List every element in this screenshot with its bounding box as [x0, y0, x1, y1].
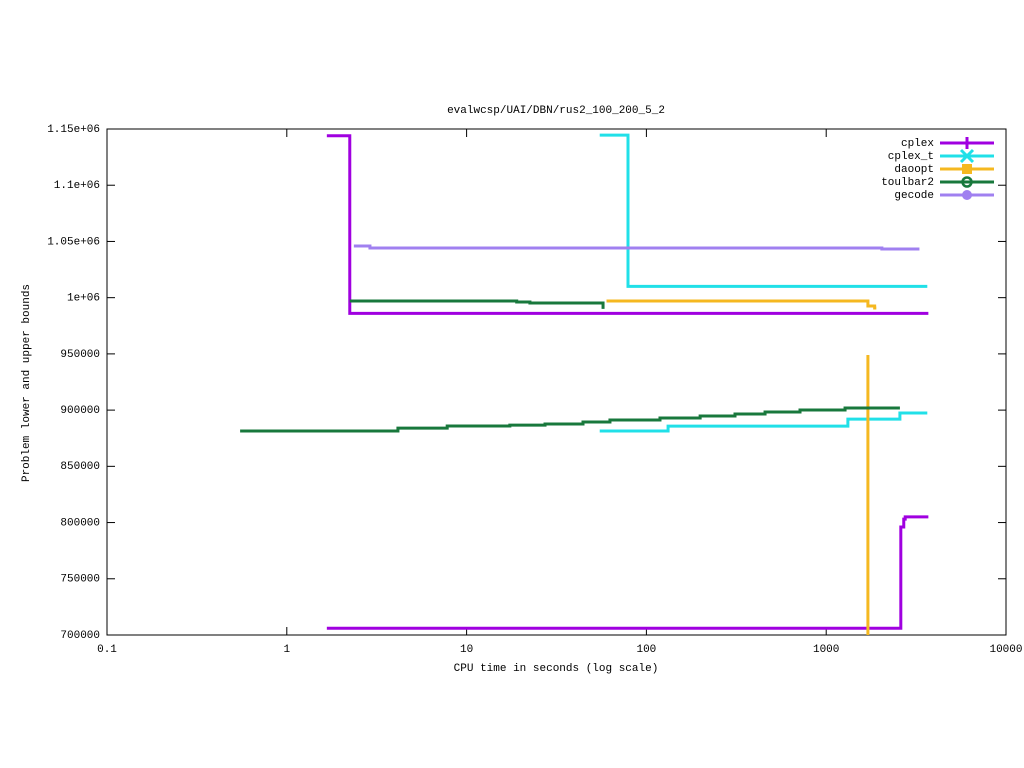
- legend-marker: [961, 176, 973, 188]
- legend-label: cplex_t: [888, 151, 934, 163]
- legend-label: toulbar2: [881, 177, 934, 189]
- series-line: [606, 299, 877, 635]
- x-tick-label: 100: [636, 644, 656, 656]
- x-axis-label: CPU time in seconds (log scale): [454, 663, 659, 675]
- y-tick-label: 850000: [60, 461, 100, 473]
- series-line: [240, 299, 900, 433]
- legend-label: cplex: [901, 138, 934, 150]
- series-line: [599, 133, 928, 433]
- legend-label: daoopt: [894, 164, 934, 176]
- legend-marker: [959, 148, 975, 164]
- x-tick-label: 1: [283, 644, 290, 656]
- legend-label: gecode: [894, 190, 934, 202]
- y-tick-label: 1e+06: [67, 293, 100, 305]
- legend-marker: [962, 190, 972, 200]
- x-tick-label: 0.1: [97, 644, 117, 656]
- y-tick-label: 900000: [60, 405, 100, 417]
- x-tick-label: 1000: [813, 644, 839, 656]
- x-tick-label: 10: [460, 644, 473, 656]
- series-line: [326, 134, 929, 630]
- series-line: [353, 244, 920, 251]
- y-tick-label: 1.05e+06: [47, 236, 100, 248]
- y-tick-label: 1.15e+06: [47, 124, 100, 136]
- y-tick-label: 750000: [60, 574, 100, 586]
- y-tick-label: 950000: [60, 349, 100, 361]
- y-tick-label: 800000: [60, 517, 100, 529]
- chart-title: evalwcsp/UAI/DBN/rus2_100_200_5_2: [447, 105, 665, 117]
- y-tick-label: 1.1e+06: [54, 180, 100, 192]
- y-axis-label: Problem lower and upper bounds: [21, 284, 33, 482]
- legend-marker: [962, 164, 972, 174]
- x-tick-label: 10000: [989, 644, 1022, 656]
- plot-frame: [106, 128, 1007, 636]
- legend-marker: [961, 137, 973, 149]
- y-tick-label: 700000: [60, 630, 100, 642]
